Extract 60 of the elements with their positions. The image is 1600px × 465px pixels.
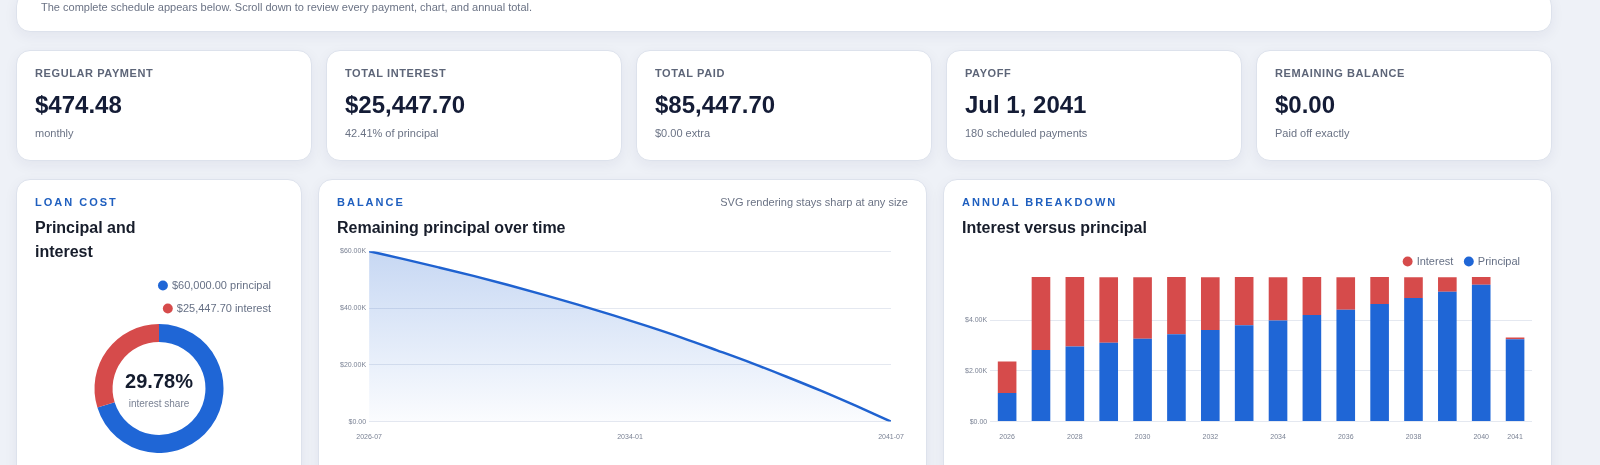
chart-subtitle: LOAN COST — [35, 196, 118, 208]
bar — [1133, 338, 1152, 422]
text: PAYOFF — [965, 67, 1013, 79]
text: 29.78% — [125, 370, 194, 393]
bar — [1471, 277, 1491, 285]
bar — [1099, 342, 1119, 422]
bar — [1133, 277, 1152, 339]
bar — [1370, 303, 1389, 422]
bar — [1438, 277, 1457, 292]
text: Jul 1, 2041 — [965, 91, 1088, 119]
bar — [1302, 277, 1322, 316]
text: monthly — [35, 127, 75, 139]
bar — [1234, 325, 1254, 422]
legend-label: $25,447.70 interest — [176, 301, 272, 314]
text: REGULAR PAYMENT — [35, 67, 155, 79]
legend-label: Principal — [1477, 254, 1520, 267]
text: Paid off exactly — [1275, 127, 1351, 139]
chart-subtitle: ANNUAL BREAKDOWN — [962, 196, 1118, 208]
text: TOTAL INTEREST — [345, 67, 448, 79]
chart-subtitle: BALANCE — [337, 196, 405, 208]
text: interest share — [128, 398, 190, 410]
bar — [1404, 298, 1423, 422]
chart-title: Interest versus principal — [962, 218, 1148, 238]
bar — [1336, 277, 1356, 310]
text: 180 scheduled payments — [965, 127, 1089, 139]
bar — [1505, 339, 1525, 422]
bar — [1167, 277, 1186, 335]
bar — [1438, 291, 1457, 422]
bar — [997, 392, 1017, 422]
bar — [1200, 277, 1220, 331]
text: $0.00 — [1275, 91, 1337, 119]
bar — [1370, 277, 1389, 304]
chart-title: Remaining principal over time — [337, 218, 567, 238]
bar — [1200, 330, 1220, 422]
bar — [1302, 315, 1322, 422]
text: 42.41% of principal — [345, 127, 440, 139]
bar — [1065, 346, 1085, 422]
text: $0.00 extra — [655, 127, 712, 139]
text: $25,447.70 — [345, 91, 467, 119]
bar — [1234, 277, 1254, 326]
bar — [1065, 277, 1085, 347]
text: SVG rendering stays sharp at any size — [720, 196, 908, 208]
bar — [1404, 277, 1423, 299]
bar — [1268, 320, 1288, 422]
text: $85,447.70 — [655, 91, 777, 119]
bar — [997, 361, 1017, 393]
text: $474.48 — [35, 91, 123, 119]
text: TOTAL PAID — [655, 67, 726, 79]
legend-label: $60,000.00 principal — [171, 278, 271, 291]
bar — [1167, 334, 1186, 422]
bar — [1031, 350, 1051, 422]
bar — [1471, 284, 1491, 422]
legend-label: Interest — [1416, 254, 1454, 267]
text: The complete schedule appears below. Scroll down to review every payment, chart, and annual total. — [41, 1, 533, 13]
bar — [1031, 277, 1051, 351]
chart-title: Principal and interest — [35, 218, 137, 262]
bar — [1336, 309, 1356, 422]
bar — [1099, 277, 1119, 343]
bar — [1268, 277, 1288, 321]
text: REMAINING BALANCE — [1275, 67, 1406, 79]
